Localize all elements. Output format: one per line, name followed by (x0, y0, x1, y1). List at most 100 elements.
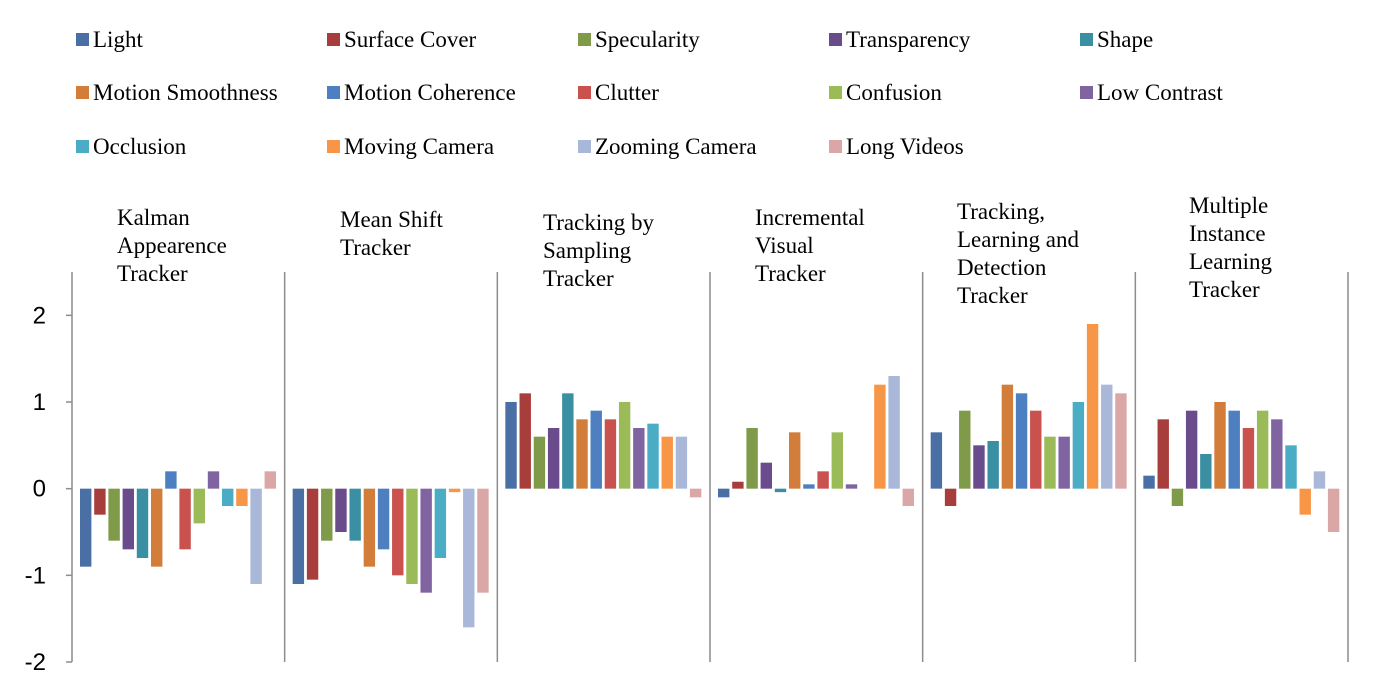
bar-8-5 (1257, 411, 1268, 489)
bar-7-3 (817, 471, 828, 488)
bar-1-2 (520, 393, 531, 488)
bar-0-3 (718, 489, 729, 498)
bar-8-0 (194, 489, 205, 524)
bar-7-2 (605, 419, 616, 488)
bar-1-1 (307, 489, 318, 580)
bar-13-2 (690, 489, 701, 498)
legend-label-6: Motion Coherence (344, 80, 516, 105)
y-tick-label-4: -2 (25, 649, 46, 676)
bar-3-1 (335, 489, 346, 532)
legend-swatch-8 (829, 86, 842, 99)
legend-item-0: Light (76, 27, 143, 52)
bar-6-5 (1229, 411, 1240, 489)
category-label-5-line-1: Instance (1189, 221, 1266, 246)
legend-label-10: Occlusion (93, 134, 187, 159)
legend-swatch-6 (327, 86, 340, 99)
legend-label-11: Moving Camera (344, 134, 494, 159)
bar-10-4 (1073, 402, 1084, 489)
legend-item-2: Specularity (578, 27, 700, 52)
category-label-1-line-1: Tracker (340, 235, 411, 260)
bar-12-5 (1314, 471, 1325, 488)
category-label-5-line-3: Tracker (1189, 277, 1260, 302)
bar-8-3 (832, 432, 843, 488)
y-tick-label-2: 0 (33, 476, 46, 503)
bar-4-0 (137, 489, 148, 558)
bar-12-2 (676, 437, 687, 489)
bar-1-0 (94, 489, 105, 515)
legend-label-4: Shape (1097, 27, 1153, 52)
category-label-3-line-0: Incremental (755, 205, 865, 230)
bar-3-5 (1186, 411, 1197, 489)
category-label-0-line-1: Appearence (117, 233, 227, 258)
legend-item-11: Moving Camera (327, 134, 494, 159)
bar-5-5 (1214, 402, 1225, 489)
category-label-3-line-2: Tracker (755, 261, 826, 286)
category-label-2-line-1: Sampling (543, 238, 632, 263)
category-label-0-line-2: Tracker (117, 261, 188, 286)
bar-5-0 (151, 489, 162, 567)
bar-6-3 (803, 484, 814, 488)
y-tick-label-3: -1 (25, 562, 46, 589)
legend-swatch-3 (829, 33, 842, 46)
legend-item-12: Zooming Camera (578, 134, 757, 159)
bar-6-4 (1016, 393, 1027, 488)
bar-4-4 (987, 441, 998, 489)
bar-4-3 (775, 489, 786, 492)
legend-item-13: Long Videos (829, 134, 964, 159)
bar-11-4 (1087, 324, 1098, 489)
bar-13-3 (903, 489, 914, 506)
bar-12-1 (463, 489, 474, 628)
legend-label-8: Confusion (846, 80, 942, 105)
legend-label-9: Low Contrast (1097, 80, 1223, 105)
bar-0-1 (293, 489, 304, 584)
bar-9-3 (846, 484, 857, 488)
bar-3-3 (761, 463, 772, 489)
legend-label-0: Light (93, 27, 143, 52)
bar-1-4 (945, 489, 956, 506)
bar-12-3 (888, 376, 899, 489)
bar-0-4 (931, 432, 942, 488)
bar-4-5 (1200, 454, 1211, 489)
legend-swatch-2 (578, 33, 591, 46)
bar-11-2 (662, 437, 673, 489)
category-label-1-line-0: Mean Shift (340, 207, 443, 232)
legend-label-1: Surface Cover (344, 27, 477, 52)
legend-swatch-11 (327, 140, 340, 153)
legend-swatch-13 (829, 140, 842, 153)
bar-0-2 (505, 402, 516, 489)
legend-item-6: Motion Coherence (327, 80, 516, 105)
bar-9-5 (1271, 419, 1282, 488)
bar-10-1 (435, 489, 446, 558)
bar-13-1 (477, 489, 488, 593)
bar-1-3 (732, 482, 743, 489)
legend-swatch-0 (76, 33, 89, 46)
bar-10-2 (647, 424, 658, 489)
legend-swatch-10 (76, 140, 89, 153)
legend-label-5: Motion Smoothness (93, 80, 278, 105)
bar-5-2 (576, 419, 587, 488)
bar-6-1 (378, 489, 389, 550)
bar-5-1 (364, 489, 375, 567)
legend-item-7: Clutter (578, 80, 659, 105)
bar-2-3 (746, 428, 757, 489)
bar-10-5 (1285, 445, 1296, 488)
bar-9-0 (208, 471, 219, 488)
bar-11-5 (1300, 489, 1311, 515)
bar-1-5 (1158, 419, 1169, 488)
legend-label-13: Long Videos (846, 134, 964, 159)
category-label-2-line-0: Tracking by (543, 210, 654, 235)
legend-swatch-7 (578, 86, 591, 99)
category-label-4-line-2: Detection (957, 255, 1047, 280)
category-label-5-line-0: Multiple (1189, 193, 1268, 218)
bar-0-0 (80, 489, 91, 567)
bar-2-0 (108, 489, 119, 541)
bar-5-4 (1002, 385, 1013, 489)
legend-swatch-1 (327, 33, 340, 46)
y-tick-label-0: 2 (33, 302, 46, 329)
bar-2-1 (321, 489, 332, 541)
legend-label-7: Clutter (595, 80, 659, 105)
bar-8-4 (1044, 437, 1055, 489)
legend-swatch-4 (1080, 33, 1093, 46)
legend-label-3: Transparency (846, 27, 971, 52)
